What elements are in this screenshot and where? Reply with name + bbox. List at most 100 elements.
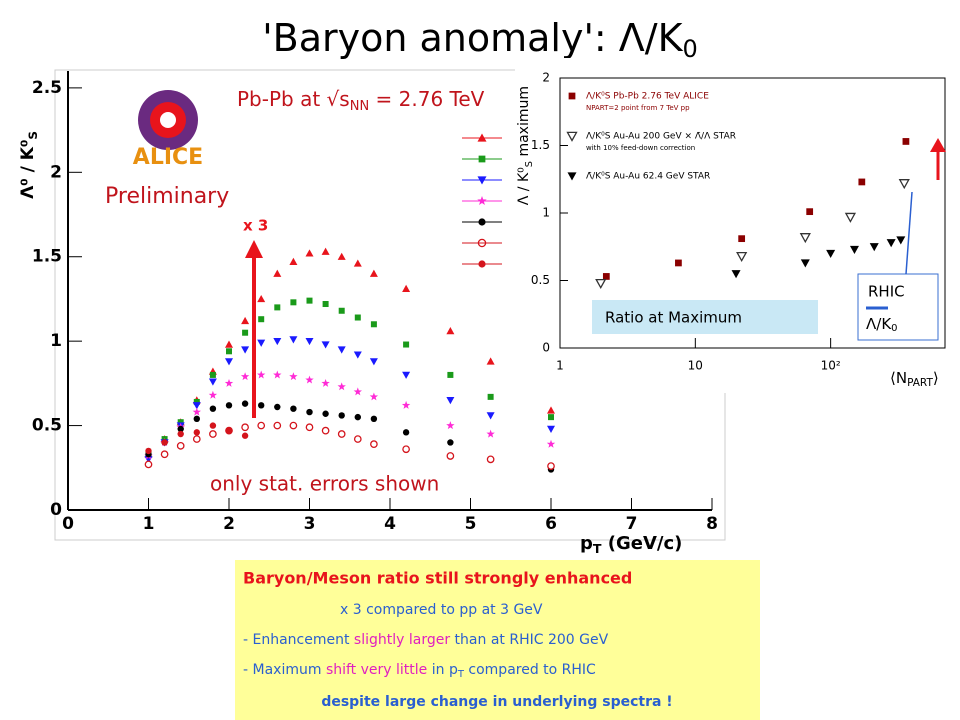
marker — [567, 172, 577, 181]
part: T — [457, 669, 465, 680]
axis-label: ⟨NPART⟩ — [890, 369, 939, 390]
sys-b: NN — [350, 99, 369, 114]
legend-label: Λ/K⁰S Pb-Pb 2.76 TeV ALICE — [586, 92, 709, 102]
red-arrowhead — [930, 138, 946, 152]
marker — [273, 337, 282, 346]
box-line: despite large change in underlying spect… — [321, 694, 672, 710]
marker — [337, 382, 346, 391]
marker — [869, 243, 879, 252]
marker — [241, 346, 250, 354]
preliminary: Preliminary — [105, 184, 229, 209]
marker — [446, 421, 455, 430]
marker — [161, 439, 168, 446]
marker — [209, 405, 217, 412]
marker — [402, 284, 411, 293]
x-tick-label: 1 — [556, 359, 564, 373]
marker — [370, 415, 378, 423]
text-box: Baryon/Meson ratio still strongly enhanc… — [235, 560, 760, 720]
y-tick-label: 1 — [542, 206, 550, 220]
marker — [446, 452, 455, 460]
marker — [486, 357, 495, 365]
factor-label: x 3 — [243, 217, 268, 235]
ratio-box — [592, 300, 818, 334]
x-tick-label: 1 — [143, 514, 155, 534]
part: slightly larger — [354, 632, 450, 648]
marker — [799, 233, 811, 244]
marker — [338, 412, 345, 419]
marker — [548, 414, 554, 421]
inset-bg — [515, 58, 960, 393]
marker — [225, 340, 233, 348]
marker — [257, 421, 266, 430]
y-tick-label: 0 — [542, 341, 550, 355]
label-part: p — [580, 533, 593, 554]
marker — [858, 178, 866, 186]
errors-note: only stat. errors shown — [210, 472, 439, 496]
marker — [401, 400, 411, 409]
y-tick-label: 1 — [50, 331, 62, 351]
marker — [160, 450, 169, 459]
marker — [290, 405, 297, 412]
label-part: Λ/K — [866, 315, 892, 333]
x-tick-label: 0 — [62, 514, 74, 534]
marker — [274, 403, 281, 411]
axis-label: Λ / K⁰S maximum — [516, 86, 535, 205]
label-part: 0 — [891, 323, 897, 334]
marker — [289, 336, 298, 344]
marker — [354, 413, 361, 421]
marker — [225, 402, 233, 409]
x-tick-label: 5 — [465, 514, 477, 534]
marker — [353, 387, 362, 396]
inset-chart: 1 10 10² 0 0.5 1 1.5 2 Λ / K⁰S maximum ⟨NPART⟩ Λ/K… — [515, 58, 960, 393]
part: than at RHIC 200 GeV — [450, 632, 608, 648]
marker — [257, 294, 266, 303]
marker — [241, 432, 249, 439]
system-label: Pb-Pb at √sNN = 2.76 TeV — [237, 87, 485, 114]
marker — [322, 410, 329, 417]
marker — [602, 273, 610, 280]
marker — [208, 390, 218, 399]
label-part: T — [593, 541, 602, 556]
marker — [446, 327, 455, 335]
x-tick-label: 8 — [706, 514, 718, 534]
marker — [546, 439, 556, 448]
marker — [209, 430, 217, 438]
marker — [305, 337, 314, 346]
marker — [306, 408, 313, 416]
x-tick-label: 10² — [821, 359, 841, 373]
marker — [369, 358, 378, 366]
title-sub: 0 — [683, 35, 698, 63]
label-part: maximum — [516, 86, 532, 161]
y-tick-label: 1.5 — [32, 247, 62, 267]
y-tick-label: 1.5 — [531, 138, 550, 152]
x-tick-label: 4 — [384, 514, 396, 534]
y-tick-label: 0.5 — [531, 273, 550, 287]
marker — [806, 208, 814, 216]
marker — [487, 393, 494, 400]
marker — [800, 259, 810, 268]
marker — [322, 301, 329, 308]
factor-arrowhead — [245, 240, 263, 258]
marker — [242, 329, 249, 336]
marker — [547, 425, 555, 433]
marker — [290, 299, 297, 306]
marker — [145, 447, 152, 455]
y-tick-label: 0 — [50, 500, 62, 520]
label-part: ⟩ — [933, 369, 939, 387]
marker — [274, 304, 281, 311]
marker — [273, 370, 282, 379]
marker — [337, 430, 346, 438]
marker — [321, 247, 330, 255]
marker — [731, 270, 741, 279]
marker — [305, 249, 314, 257]
marker — [353, 351, 362, 359]
marker — [886, 239, 896, 248]
box-bg — [235, 560, 760, 720]
legend-note: with 10% feed-down correction — [586, 144, 695, 152]
marker — [257, 339, 266, 347]
marker — [144, 460, 153, 469]
marker — [289, 421, 298, 430]
y-tick-label: 0.5 — [32, 416, 62, 436]
legend-label: Λ̄/K⁰S Au-Au 62.4 GeV STAR — [586, 172, 710, 182]
